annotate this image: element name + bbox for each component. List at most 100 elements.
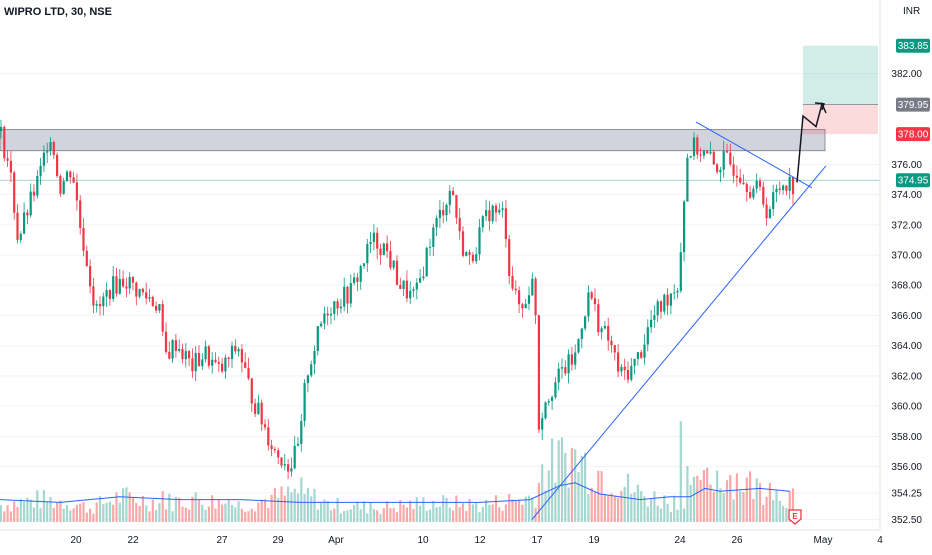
volume-bar <box>118 502 121 522</box>
candle-body <box>72 177 75 183</box>
volume-bar <box>6 505 9 522</box>
candle-body <box>577 339 580 353</box>
volume-bar <box>745 477 748 522</box>
candle-body <box>310 364 313 376</box>
volume-bar <box>491 504 494 522</box>
volume-bar <box>452 510 455 522</box>
volume-bar <box>339 513 342 522</box>
candle-body <box>560 367 564 369</box>
candle-body <box>702 150 705 156</box>
volume-bar <box>65 505 69 522</box>
volume-bar <box>656 505 659 522</box>
volume-bar <box>23 501 26 522</box>
volume-bar <box>108 501 111 522</box>
volume-bar <box>145 505 148 522</box>
candle-body <box>587 292 590 317</box>
candle-body <box>250 378 253 404</box>
volume-bar <box>669 511 672 522</box>
candle-body <box>676 290 679 293</box>
volume-bar <box>56 502 59 522</box>
candle-body <box>445 204 448 216</box>
candle-body <box>775 188 778 193</box>
volume-bar <box>300 477 303 522</box>
volume-bar <box>537 482 540 522</box>
volume-bar <box>725 480 729 522</box>
volume-bar <box>511 499 514 522</box>
volume-bar <box>52 507 55 522</box>
volume-bar <box>702 470 705 522</box>
candle-body <box>128 277 131 289</box>
candle-body <box>141 288 144 293</box>
candle-body <box>293 445 296 469</box>
candle-body <box>158 304 161 311</box>
volume-bar <box>188 509 191 522</box>
candle-body <box>184 351 187 360</box>
volume-bar <box>494 495 498 522</box>
volume-bar <box>722 493 725 522</box>
candle-body <box>758 180 762 187</box>
candle-body <box>82 227 85 251</box>
candle-body <box>197 353 201 367</box>
candle-body <box>524 303 527 309</box>
volume-bar <box>260 499 263 522</box>
volume-bar <box>475 503 478 522</box>
volume-bar <box>405 507 408 522</box>
candle-body <box>613 345 616 353</box>
volume-bar <box>62 508 65 522</box>
candle-body <box>603 325 606 329</box>
candle-body <box>554 382 557 398</box>
candle-body <box>739 177 742 183</box>
volume-bar <box>178 497 181 522</box>
candle-body <box>527 295 531 304</box>
price-badge-entry-label: 379.95 <box>898 100 929 111</box>
candle-body <box>155 305 158 311</box>
y-tick-label: 358.00 <box>891 432 922 443</box>
candle-body <box>234 345 237 352</box>
volume-bar <box>676 509 679 522</box>
candle-body <box>768 209 771 219</box>
candle-body <box>75 182 78 201</box>
volume-bar <box>356 501 359 522</box>
candle-body <box>729 152 732 165</box>
volume-bar <box>468 498 471 522</box>
symbol-title: WIPRO LTD, 30, NSE <box>4 6 112 18</box>
volume-bar <box>633 492 636 522</box>
volume-bar <box>772 500 775 522</box>
y-tick-label: 376.00 <box>891 160 922 171</box>
volume-bar <box>402 504 405 522</box>
volume-bar <box>207 506 210 522</box>
candle-body <box>709 151 712 154</box>
volume-bar <box>739 490 742 522</box>
candle-body <box>673 292 676 294</box>
candle-body <box>145 292 148 299</box>
volume-bar <box>471 504 474 522</box>
candle-body <box>617 352 620 372</box>
volume-bar <box>16 506 19 522</box>
volume-bar <box>709 484 712 522</box>
candle-body <box>725 151 729 153</box>
candle-body <box>686 157 689 202</box>
candle-body <box>112 276 115 299</box>
volume-bar <box>379 514 382 522</box>
candle-body <box>240 349 243 363</box>
volume-bar <box>788 491 791 522</box>
candle-body <box>3 126 6 159</box>
volume-bar <box>9 511 12 522</box>
volume-bar <box>82 502 85 522</box>
candle-body <box>422 276 425 279</box>
volume-bar <box>600 471 603 522</box>
volume-bar <box>590 487 593 522</box>
x-tick-label: 12 <box>474 535 486 546</box>
volume-bar <box>481 506 484 522</box>
volume-bar <box>617 497 620 522</box>
x-tick-label: 26 <box>731 535 743 546</box>
volume-bar <box>689 484 692 522</box>
candle-body <box>557 368 560 383</box>
candle-body <box>306 375 309 383</box>
volume-bar <box>755 478 758 522</box>
volume-bar <box>26 497 29 522</box>
volume-bar <box>343 511 346 522</box>
volume-bar <box>333 508 336 522</box>
candle-body <box>465 252 468 256</box>
